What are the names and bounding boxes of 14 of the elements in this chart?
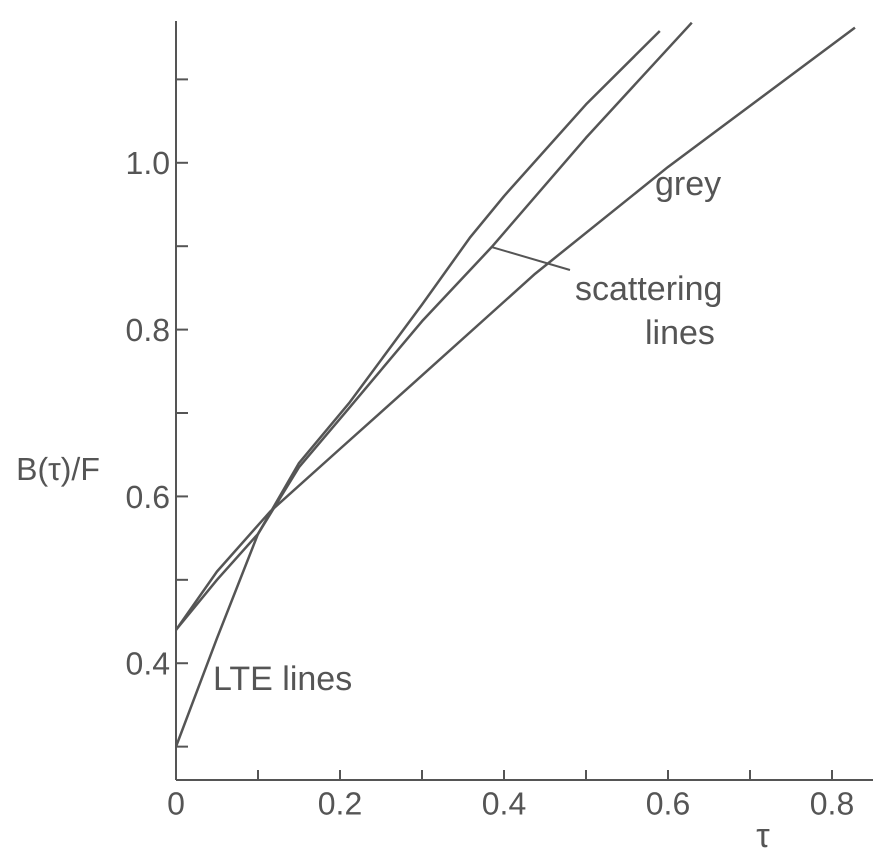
- x-tick-label: 0: [167, 786, 185, 822]
- annotation: grey: [655, 165, 722, 203]
- y-axis-title: B(τ)/F: [16, 451, 100, 487]
- x-tick-label: 0.8: [810, 786, 854, 822]
- annotation: LTE lines: [213, 660, 352, 698]
- x-axis-title: τ: [756, 817, 770, 855]
- y-tick-label: 0.4: [126, 646, 170, 682]
- x-tick-label: 0.4: [482, 786, 526, 822]
- y-tick-label: 0.8: [126, 312, 170, 348]
- y-tick-label: 1.0: [126, 145, 170, 182]
- x-tick-label: 0.6: [646, 786, 690, 822]
- x-tick-label: 0.2: [318, 786, 362, 822]
- annotation: scattering lines: [575, 270, 722, 352]
- y-tick-label: 0.6: [126, 478, 170, 515]
